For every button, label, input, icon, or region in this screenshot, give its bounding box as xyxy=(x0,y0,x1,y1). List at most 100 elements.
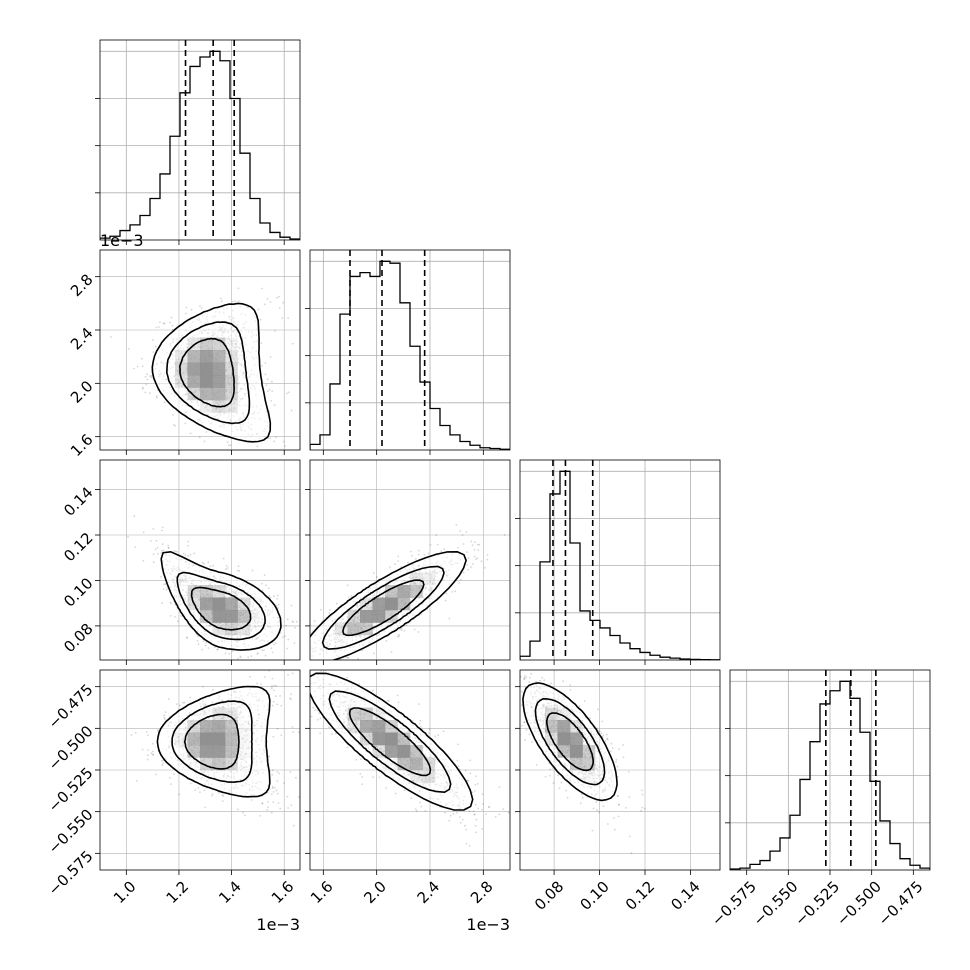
sample-point xyxy=(272,700,275,703)
sample-point xyxy=(220,300,223,303)
sample-point xyxy=(283,445,286,447)
contour-line xyxy=(156,685,271,798)
sample-point xyxy=(198,436,201,439)
sample-point xyxy=(160,549,163,552)
sample-point xyxy=(165,588,168,591)
sample-point xyxy=(473,555,476,558)
sample-point xyxy=(159,321,161,324)
histogram-p2 xyxy=(309,249,511,451)
sample-point xyxy=(286,795,289,798)
sample-point xyxy=(355,758,358,761)
sample-point xyxy=(182,552,185,555)
sample-point xyxy=(203,440,206,443)
sample-point xyxy=(265,384,268,387)
sample-point xyxy=(224,652,227,655)
sample-point xyxy=(277,607,279,609)
sample-point xyxy=(261,589,264,592)
sample-point xyxy=(486,554,489,556)
sample-point xyxy=(474,789,476,792)
sample-point xyxy=(448,617,451,620)
sample-point xyxy=(175,703,178,706)
sample-point xyxy=(270,811,273,814)
sample-point xyxy=(457,546,459,549)
sample-point xyxy=(272,683,274,685)
sample-point xyxy=(207,561,210,564)
sample-point xyxy=(466,564,469,566)
sample-point xyxy=(222,795,225,797)
sample-point xyxy=(470,566,472,568)
sample-point xyxy=(423,553,426,556)
sample-point xyxy=(325,827,327,829)
sample-point xyxy=(161,602,164,605)
sample-point xyxy=(304,619,306,621)
sample-point xyxy=(295,658,297,660)
sample-point xyxy=(346,584,349,587)
sample-point xyxy=(456,743,459,746)
sample-point xyxy=(242,811,245,814)
sample-point xyxy=(207,647,210,649)
sample-point xyxy=(185,306,188,309)
sample-point xyxy=(270,647,273,650)
sample-point xyxy=(167,544,170,547)
sample-point xyxy=(287,317,289,319)
sample-point xyxy=(444,599,447,602)
sample-point xyxy=(272,735,275,738)
sample-point xyxy=(251,569,254,572)
sample-point xyxy=(134,546,137,548)
sample-point xyxy=(291,342,294,345)
sample-point xyxy=(346,746,349,749)
sample-point xyxy=(276,780,279,782)
sample-point xyxy=(217,648,219,650)
sample-point xyxy=(295,776,297,779)
sample-point xyxy=(390,651,393,654)
histogram-p1 xyxy=(99,39,301,241)
sample-point xyxy=(341,661,343,663)
sample-point xyxy=(414,558,417,560)
sample-point xyxy=(291,662,293,664)
sample-point xyxy=(265,667,267,669)
sample-point xyxy=(276,727,279,730)
sample-point xyxy=(307,667,309,669)
sample-point xyxy=(276,666,278,668)
sample-point xyxy=(267,806,269,809)
sample-point xyxy=(273,404,276,407)
sample-point xyxy=(443,548,445,550)
sample-point xyxy=(197,643,200,646)
sample-point xyxy=(290,409,293,412)
sample-point xyxy=(459,530,461,532)
sample-point xyxy=(164,583,167,585)
sample-point xyxy=(442,730,445,733)
sample-point xyxy=(253,664,255,666)
sample-point xyxy=(149,375,152,378)
sample-point xyxy=(282,301,285,304)
sample-point xyxy=(272,662,274,664)
sample-point xyxy=(357,657,360,660)
sample-point xyxy=(212,688,214,691)
sample-point xyxy=(456,811,458,814)
sample-point xyxy=(278,307,281,309)
histogram-p3 xyxy=(519,459,721,661)
sample-point xyxy=(419,719,422,722)
sample-point xyxy=(161,526,164,529)
sample-point xyxy=(329,609,331,611)
sample-point xyxy=(346,676,348,679)
sample-point xyxy=(321,665,323,667)
sample-point xyxy=(250,799,253,801)
sample-point xyxy=(350,664,352,666)
sample-point xyxy=(352,835,354,837)
sample-point xyxy=(301,669,303,671)
sample-point xyxy=(289,635,291,637)
sample-point xyxy=(462,543,465,545)
sample-point xyxy=(258,666,260,668)
sample-point xyxy=(389,566,391,568)
axes-frame xyxy=(519,459,721,661)
sample-point xyxy=(268,388,271,391)
sample-point xyxy=(162,762,165,765)
sample-point xyxy=(149,392,151,394)
sample-point xyxy=(186,637,189,640)
sample-point xyxy=(313,623,315,625)
sample-point xyxy=(141,748,144,751)
sample-point xyxy=(289,770,292,773)
sample-point xyxy=(455,523,458,526)
sample-point xyxy=(155,396,158,399)
